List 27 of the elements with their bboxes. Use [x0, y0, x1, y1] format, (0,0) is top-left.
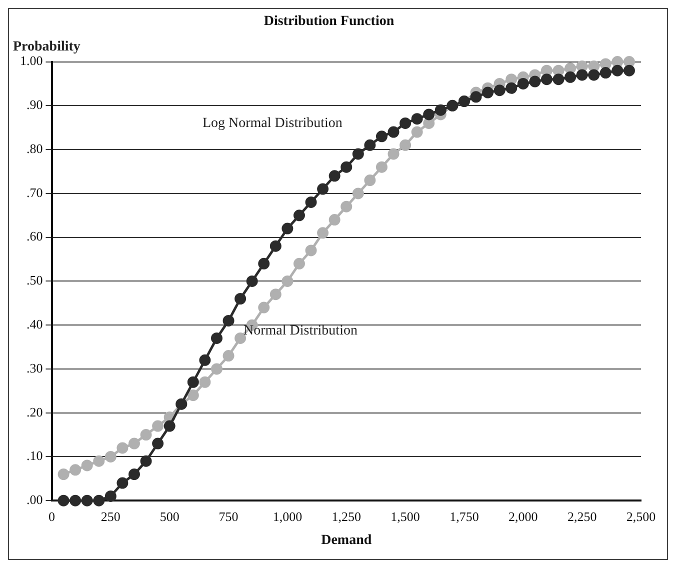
y-tick-label: .00: [26, 492, 43, 508]
y-tick-label: .60: [26, 228, 43, 244]
chart-title: Distribution Function: [264, 14, 394, 30]
x-tick-label: 1,000: [272, 508, 302, 524]
y-tick-label: .30: [26, 360, 43, 376]
x-tick-label: 2,250: [567, 508, 597, 524]
series-label: Normal Distribution: [244, 323, 358, 338]
x-axis-title: Demand: [321, 533, 372, 548]
y-tick-label: .20: [26, 404, 43, 420]
x-tick-label: 2,000: [508, 508, 538, 524]
x-tick-label: 0: [48, 508, 55, 524]
x-tick-label: 500: [160, 508, 180, 524]
x-tick-label: 1,500: [390, 508, 420, 524]
y-axis-title: Probability: [13, 39, 80, 54]
y-tick-label: .90: [26, 97, 43, 112]
x-tick-label: 1,250: [332, 508, 361, 524]
series-label: Log Normal Distribution: [202, 116, 342, 132]
y-tick-label: 1.00: [20, 53, 43, 68]
x-tick-label: 1,750: [450, 508, 479, 524]
x-tick-label: 2,500: [626, 508, 656, 524]
x-tick-label: 750: [218, 508, 238, 524]
y-tick-label: .80: [26, 140, 43, 156]
y-tick-label: .50: [26, 272, 43, 288]
y-tick-label: .40: [26, 316, 43, 332]
y-tick-label: .70: [26, 184, 43, 200]
x-tick-label: 250: [100, 508, 120, 524]
y-tick-label: .10: [26, 448, 43, 464]
